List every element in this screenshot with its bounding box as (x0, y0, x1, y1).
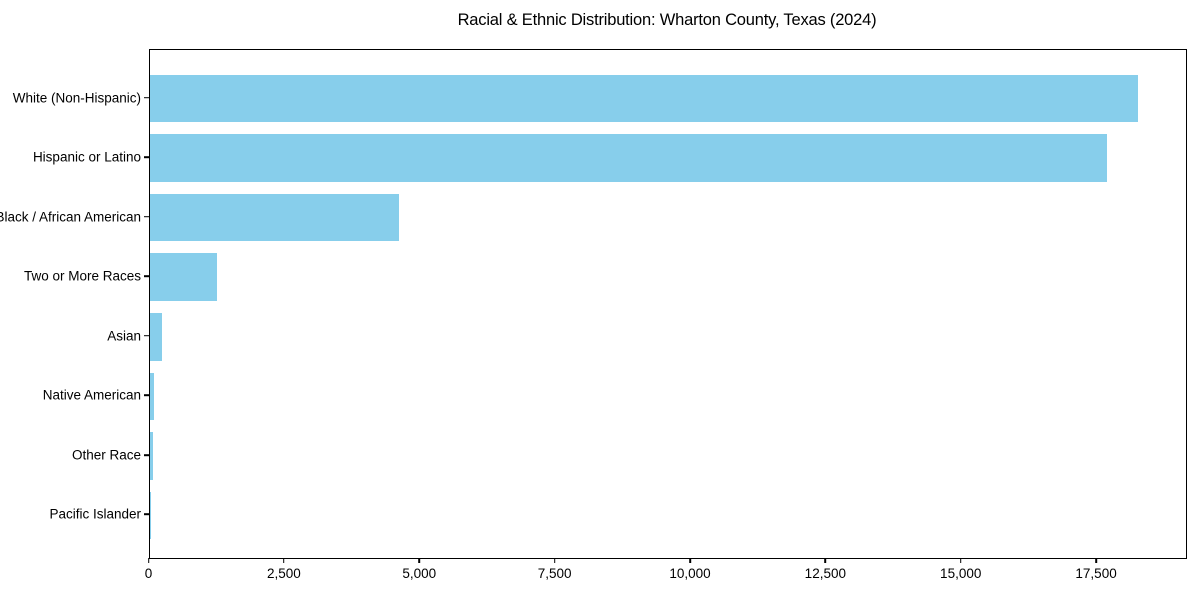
x-tick-mark (147, 558, 150, 563)
x-tick-mark (959, 558, 962, 563)
x-tick-mark (824, 558, 827, 563)
x-tick-label: 2,500 (266, 566, 301, 581)
y-tick-label: White (Non-Hispanic) (12, 90, 141, 105)
plot-area (148, 49, 1187, 559)
x-tick-label: 12,500 (804, 566, 846, 581)
y-tick-mark (144, 215, 149, 218)
x-tick-mark (418, 558, 421, 563)
x-tick-mark (689, 558, 691, 563)
bar (149, 491, 151, 540)
bar (149, 74, 1138, 123)
y-tick-mark (144, 513, 149, 516)
bar (149, 134, 1107, 182)
y-tick-label: Other Race (71, 447, 141, 463)
x-tick-mark (553, 558, 556, 563)
y-tick-mark (144, 156, 149, 158)
x-tick-label: 15,000 (940, 566, 982, 581)
y-tick-label: Two or More Races (23, 268, 141, 284)
bar (149, 372, 155, 421)
y-tick-mark (144, 96, 149, 99)
y-tick-label: Black / African American (0, 209, 141, 225)
x-tick-label: 5,000 (402, 566, 437, 581)
x-tick-mark (1095, 558, 1097, 563)
x-tick-label: 7,500 (537, 566, 572, 581)
y-tick-label: Pacific Islander (49, 506, 141, 522)
y-tick-mark (144, 454, 149, 456)
x-tick-label: 17,500 (1075, 566, 1117, 581)
bar (149, 193, 399, 242)
y-tick-label: Asian (107, 328, 141, 344)
y-tick-label: Hispanic or Latino (32, 149, 141, 165)
bar (149, 312, 162, 361)
y-tick-label: Native American (42, 387, 141, 403)
y-tick-mark (144, 394, 149, 397)
bar (149, 432, 153, 480)
y-tick-mark (144, 334, 149, 337)
chart-title: Racial & Ethnic Distribution: Wharton Co… (457, 11, 877, 29)
y-tick-mark (144, 275, 149, 277)
x-tick-mark (283, 558, 285, 563)
bar (149, 253, 218, 301)
x-tick-label: 0 (144, 566, 153, 581)
x-tick-label: 10,000 (669, 566, 711, 581)
